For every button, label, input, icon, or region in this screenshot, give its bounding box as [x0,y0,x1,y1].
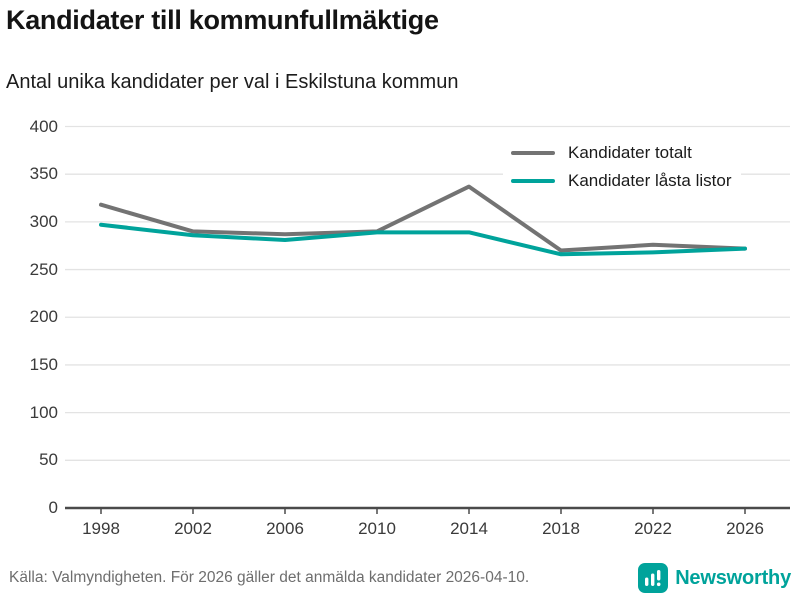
legend-line-swatch-teal [511,179,555,183]
y-tick-label: 250 [29,259,58,279]
legend-item-lasta-listor: Kandidater låsta listor [511,168,731,194]
footer: Källa: Valmyndigheten. För 2026 gäller d… [0,560,800,596]
legend-label: Kandidater totalt [568,143,692,162]
y-tick-label: 0 [48,498,58,517]
legend-line-swatch-gray [511,151,555,155]
y-tick-label: 100 [29,402,58,422]
newsworthy-brand: Newsworthy [638,563,791,593]
bar-chart-icon [638,563,669,593]
series-line-lasta-listor [99,222,747,257]
y-tick-label: 200 [29,307,58,327]
y-tick-label: 350 [29,164,58,184]
legend-label: Kandidater låsta listor [568,171,732,190]
x-tick-label: 2014 [450,519,488,538]
y-tick-label: 150 [29,354,58,374]
chart-legend: Kandidater totalt Kandidater låsta listo… [503,138,742,198]
brand-name: Newsworthy [675,566,791,589]
x-tick-label: 2018 [542,519,580,538]
x-tick-label: 2006 [266,519,304,538]
x-tick-label: 2010 [358,519,396,538]
page-subtitle: Antal unika kandidater per val i Eskilst… [6,71,459,93]
series-line-totalt [99,184,747,253]
page-title: Kandidater till kommunfullmäktige [6,5,439,35]
source-note: Källa: Valmyndigheten. För 2026 gäller d… [9,569,530,586]
legend-item-totalt: Kandidater totalt [511,140,731,166]
x-tick-label: 2022 [634,519,672,538]
x-tick-label: 1998 [82,519,120,538]
y-tick-label: 400 [29,116,58,136]
y-tick-label: 300 [29,211,58,231]
x-tick-label: 2002 [174,519,212,538]
y-tick-label: 50 [39,450,58,470]
x-tick-label: 2026 [726,519,764,538]
